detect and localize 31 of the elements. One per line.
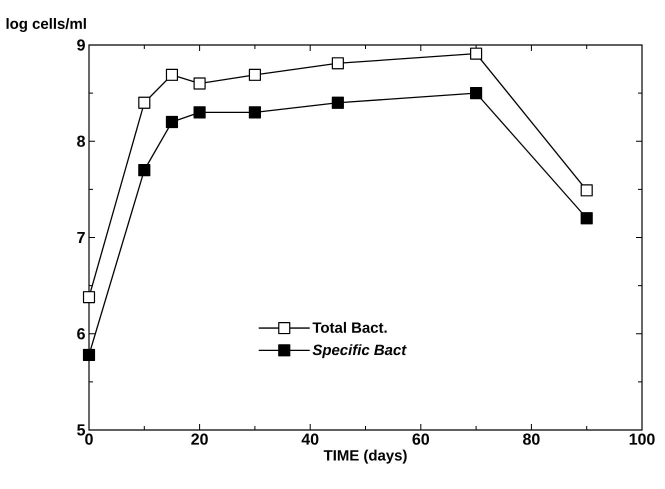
- point: [82, 348, 96, 362]
- y-tick-label: 7: [77, 232, 85, 243]
- point: [138, 164, 150, 176]
- point: [166, 116, 178, 128]
- y-tick-label: 9: [77, 39, 85, 51]
- point: [580, 212, 593, 224]
- point: [138, 96, 150, 109]
- y-tick-label: 6: [77, 328, 85, 340]
- x-tick-label: 20: [191, 434, 208, 445]
- point: [166, 68, 178, 81]
- point: [332, 57, 344, 70]
- point: [470, 48, 482, 60]
- point: [470, 87, 482, 100]
- point: [194, 77, 206, 90]
- x-axis-title: TIME (days): [324, 450, 407, 464]
- point: [248, 106, 261, 118]
- legend-label: Total Bact.: [312, 322, 387, 333]
- legend-label: Specific Bact: [312, 344, 407, 358]
- point: [82, 291, 96, 304]
- point: [580, 184, 593, 196]
- point: [332, 96, 344, 109]
- x-tick-label: 0: [85, 434, 93, 445]
- x-tick-label: 60: [412, 434, 430, 445]
- x-tick-label: 40: [302, 434, 318, 445]
- x-tick-label: 100: [630, 434, 655, 445]
- x-tick-label: 80: [523, 434, 540, 445]
- point: [248, 68, 261, 81]
- y-tick-label: 8: [77, 136, 85, 147]
- y-tick-label: 5: [77, 424, 86, 436]
- y-axis-title: log cells/ml: [6, 18, 86, 32]
- point: [194, 106, 206, 118]
